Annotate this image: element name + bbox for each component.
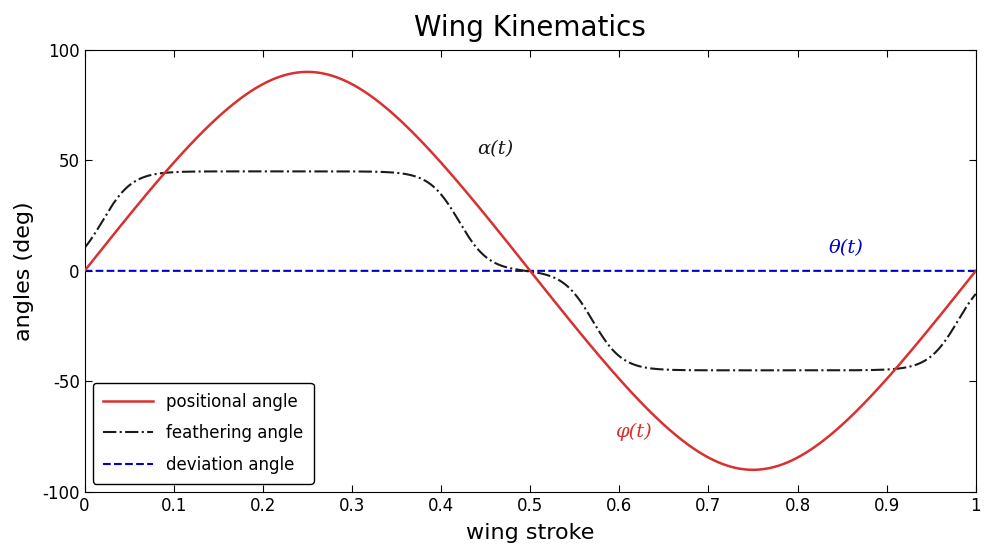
positional angle [301,69,313,75]
deviation angle [658,267,670,274]
Text: φ(t): φ(t) [614,422,651,441]
positional angle [969,267,981,274]
positional angle [746,466,758,473]
deviation angle [969,267,981,274]
Legend: positional angle, feathering angle, deviation angle: positional angle, feathering angle, devi… [92,383,313,483]
feathering angle [744,367,755,374]
feathering angle [79,245,90,251]
deviation angle [743,267,754,274]
deviation angle [810,267,822,274]
Text: α(t): α(t) [476,140,513,158]
deviation angle [241,267,252,274]
feathering angle [418,177,430,184]
X-axis label: wing stroke: wing stroke [465,523,593,543]
Title: Wing Kinematics: Wing Kinematics [414,14,645,42]
deviation angle [79,267,90,274]
Line: positional angle: positional angle [84,72,975,470]
feathering angle [274,168,286,175]
positional angle [241,91,252,97]
deviation angle [612,267,624,274]
positional angle [79,267,90,274]
feathering angle [768,367,780,374]
positional angle [811,442,823,448]
positional angle [418,142,430,149]
feathering angle [612,353,624,359]
feathering angle [241,168,252,175]
Line: feathering angle: feathering angle [84,172,975,370]
deviation angle [418,267,430,274]
Text: θ(t): θ(t) [828,239,863,257]
feathering angle [969,291,981,297]
positional angle [744,466,755,473]
feathering angle [658,366,670,373]
positional angle [658,422,670,428]
Y-axis label: angles (deg): angles (deg) [14,201,34,341]
feathering angle [811,367,823,374]
positional angle [612,375,624,382]
